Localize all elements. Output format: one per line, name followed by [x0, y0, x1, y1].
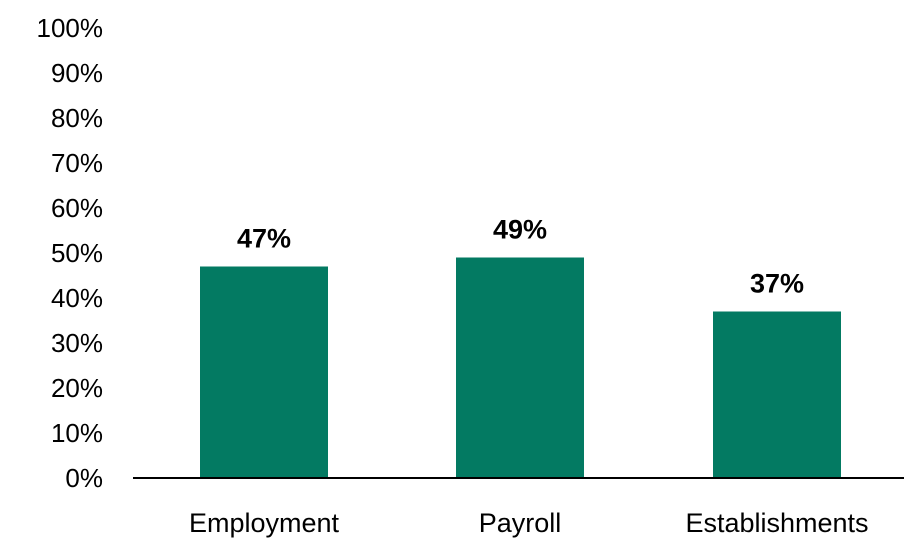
y-tick-label: 60%	[51, 193, 103, 223]
y-tick-label: 20%	[51, 373, 103, 403]
bar-value-label: 47%	[237, 224, 291, 254]
y-tick-label: 40%	[51, 283, 103, 313]
y-tick-label: 0%	[65, 463, 103, 493]
bar-value-label: 37%	[750, 269, 804, 299]
bar	[200, 266, 328, 478]
x-axis-category-labels: Employment Payroll Establishments	[189, 508, 869, 538]
bar	[713, 311, 841, 478]
bar-series	[200, 257, 841, 478]
y-tick-label: 10%	[51, 418, 103, 448]
y-tick-label: 70%	[51, 148, 103, 178]
bar-data-labels: 47% 49% 37%	[237, 215, 804, 299]
y-tick-label: 50%	[51, 238, 103, 268]
x-category-label: Establishments	[685, 508, 868, 538]
y-tick-label: 80%	[51, 103, 103, 133]
y-tick-label: 100%	[37, 13, 104, 43]
bar-value-label: 49%	[493, 215, 547, 245]
y-axis-tick-labels: 0% 10% 20% 30% 40% 50% 60% 70% 80% 90% 100%	[37, 13, 104, 493]
x-category-label: Employment	[189, 508, 340, 538]
x-category-label: Payroll	[479, 508, 562, 538]
y-tick-label: 90%	[51, 58, 103, 88]
y-tick-label: 30%	[51, 328, 103, 358]
bar	[456, 257, 584, 478]
